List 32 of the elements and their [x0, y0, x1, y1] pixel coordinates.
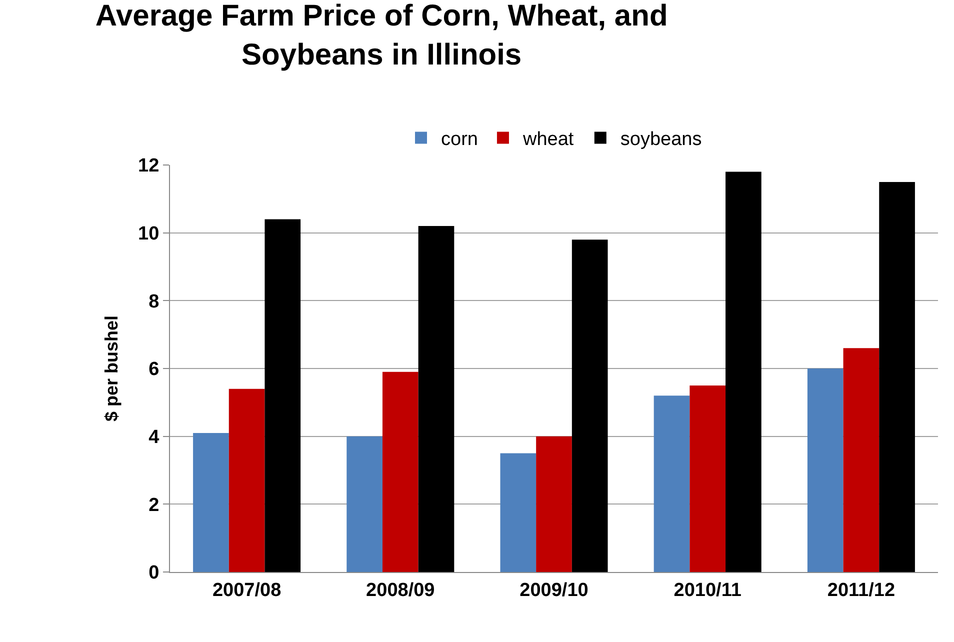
x-tick-label: 2011/12 — [827, 580, 896, 601]
y-tick-label: 4 — [148, 426, 160, 448]
bar — [228, 388, 265, 572]
x-tick-label: 2008/09 — [366, 580, 435, 601]
y-tick-label: 6 — [148, 359, 160, 380]
bar — [193, 432, 229, 572]
x-tick-label: 2007/08 — [212, 580, 282, 601]
y-tick-label: 0 — [148, 562, 160, 584]
bar — [382, 372, 418, 572]
y-tick-label: 12 — [138, 156, 160, 177]
legend-label: wheat — [522, 129, 574, 150]
x-tick-label: 2010/11 — [674, 580, 742, 601]
legend-label: corn — [441, 129, 478, 150]
y-tick-label: 10 — [138, 223, 160, 244]
x-tick-label: 2009/10 — [520, 580, 588, 601]
bar — [418, 226, 454, 572]
bar — [654, 396, 690, 572]
bar — [346, 436, 382, 572]
bar — [690, 385, 726, 572]
bar — [572, 240, 608, 572]
legend-label: soybeans — [620, 129, 702, 150]
bar — [264, 219, 301, 572]
chart-title: Average Farm Price of Corn, Wheat, and Soybeans in Illinois — [95, 0, 668, 72]
bar — [807, 368, 844, 572]
bar — [879, 182, 915, 572]
bar — [843, 348, 880, 572]
bar — [726, 172, 762, 572]
bar — [536, 436, 572, 572]
y-tick-label: 2 — [148, 494, 160, 516]
y-tick-label: 8 — [148, 291, 160, 312]
y-axis-title: $ per bushel — [101, 315, 122, 422]
bar — [500, 453, 536, 572]
